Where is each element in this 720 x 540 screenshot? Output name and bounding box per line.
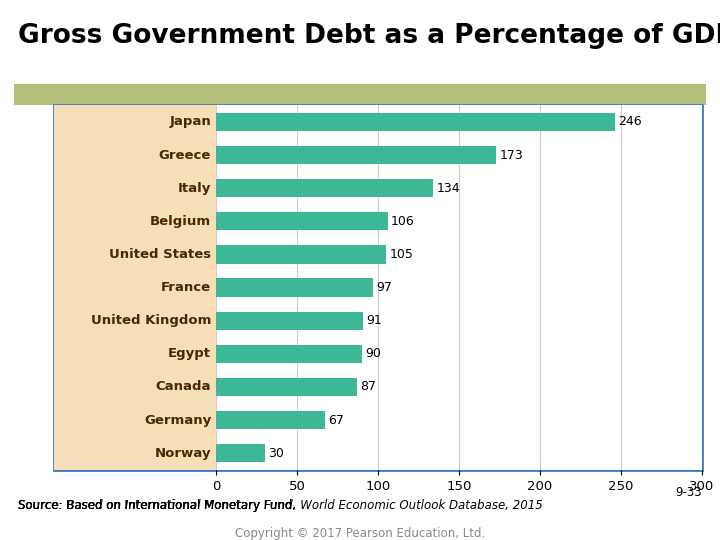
Text: Norway: Norway [155,447,211,460]
Text: United States: United States [109,248,211,261]
Bar [216,312,364,330]
Text: Source: Based on International Monetary Fund,: Source: Based on International Monetary … [18,500,300,512]
Text: Egypt: Egypt [168,347,211,360]
Text: 90: 90 [365,347,381,360]
Bar [216,345,362,363]
Text: Source: Based on International Monetary Fund, World Economic Outlook Database, 2: Source: Based on International Monetary … [18,500,543,512]
Text: 134: 134 [436,181,460,194]
Text: 30: 30 [268,447,284,460]
Text: United Kingdom: United Kingdom [91,314,211,327]
Bar [216,378,357,396]
Bar [216,113,615,131]
Text: 173: 173 [500,148,523,161]
Text: 106: 106 [391,215,415,228]
Bar [216,279,373,296]
Text: Copyright © 2017 Pearson Education, Ltd.: Copyright © 2017 Pearson Education, Ltd. [235,526,485,539]
Bar [216,411,325,429]
Text: Gross Government Debt as a Percentage of GDP, 2015: Gross Government Debt as a Percentage of… [18,23,720,50]
Text: 9-33: 9-33 [675,486,702,499]
Text: Italy: Italy [178,181,211,194]
Text: Belgium: Belgium [150,215,211,228]
Bar [216,245,386,264]
Text: Japan: Japan [169,116,211,129]
Text: Canada: Canada [156,381,211,394]
Bar [216,179,433,197]
Bar [216,212,388,231]
Text: 87: 87 [360,381,376,394]
Text: Germany: Germany [144,414,211,427]
Text: 97: 97 [377,281,392,294]
Text: France: France [161,281,211,294]
Text: 246: 246 [618,116,642,129]
Text: Greece: Greece [159,148,211,161]
Text: Source: Based on International Monetary Fund,: Source: Based on International Monetary … [18,500,300,512]
Text: 67: 67 [328,414,343,427]
Bar [216,146,496,164]
Text: 91: 91 [366,314,382,327]
Text: Source: Based on International Monetary Fund,: Source: Based on International Monetary … [18,500,300,512]
Bar [216,444,265,462]
Text: 105: 105 [390,248,413,261]
